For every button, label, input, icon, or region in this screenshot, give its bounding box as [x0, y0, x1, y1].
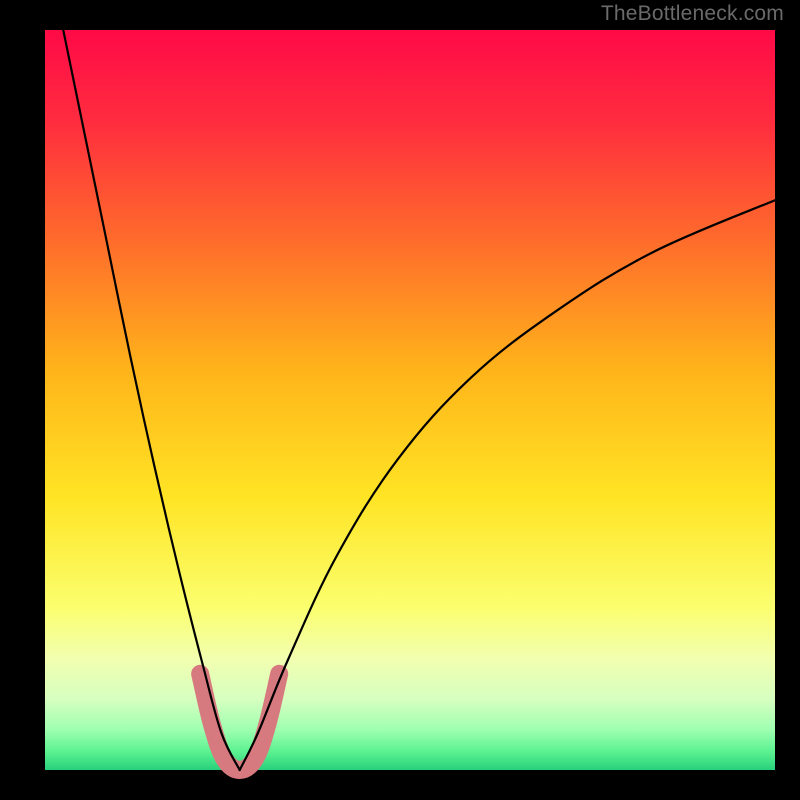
plot-background — [45, 30, 775, 770]
chart-stage: TheBottleneck.com — [0, 0, 800, 800]
chart-svg — [0, 0, 800, 800]
watermark-text: TheBottleneck.com — [601, 2, 784, 26]
